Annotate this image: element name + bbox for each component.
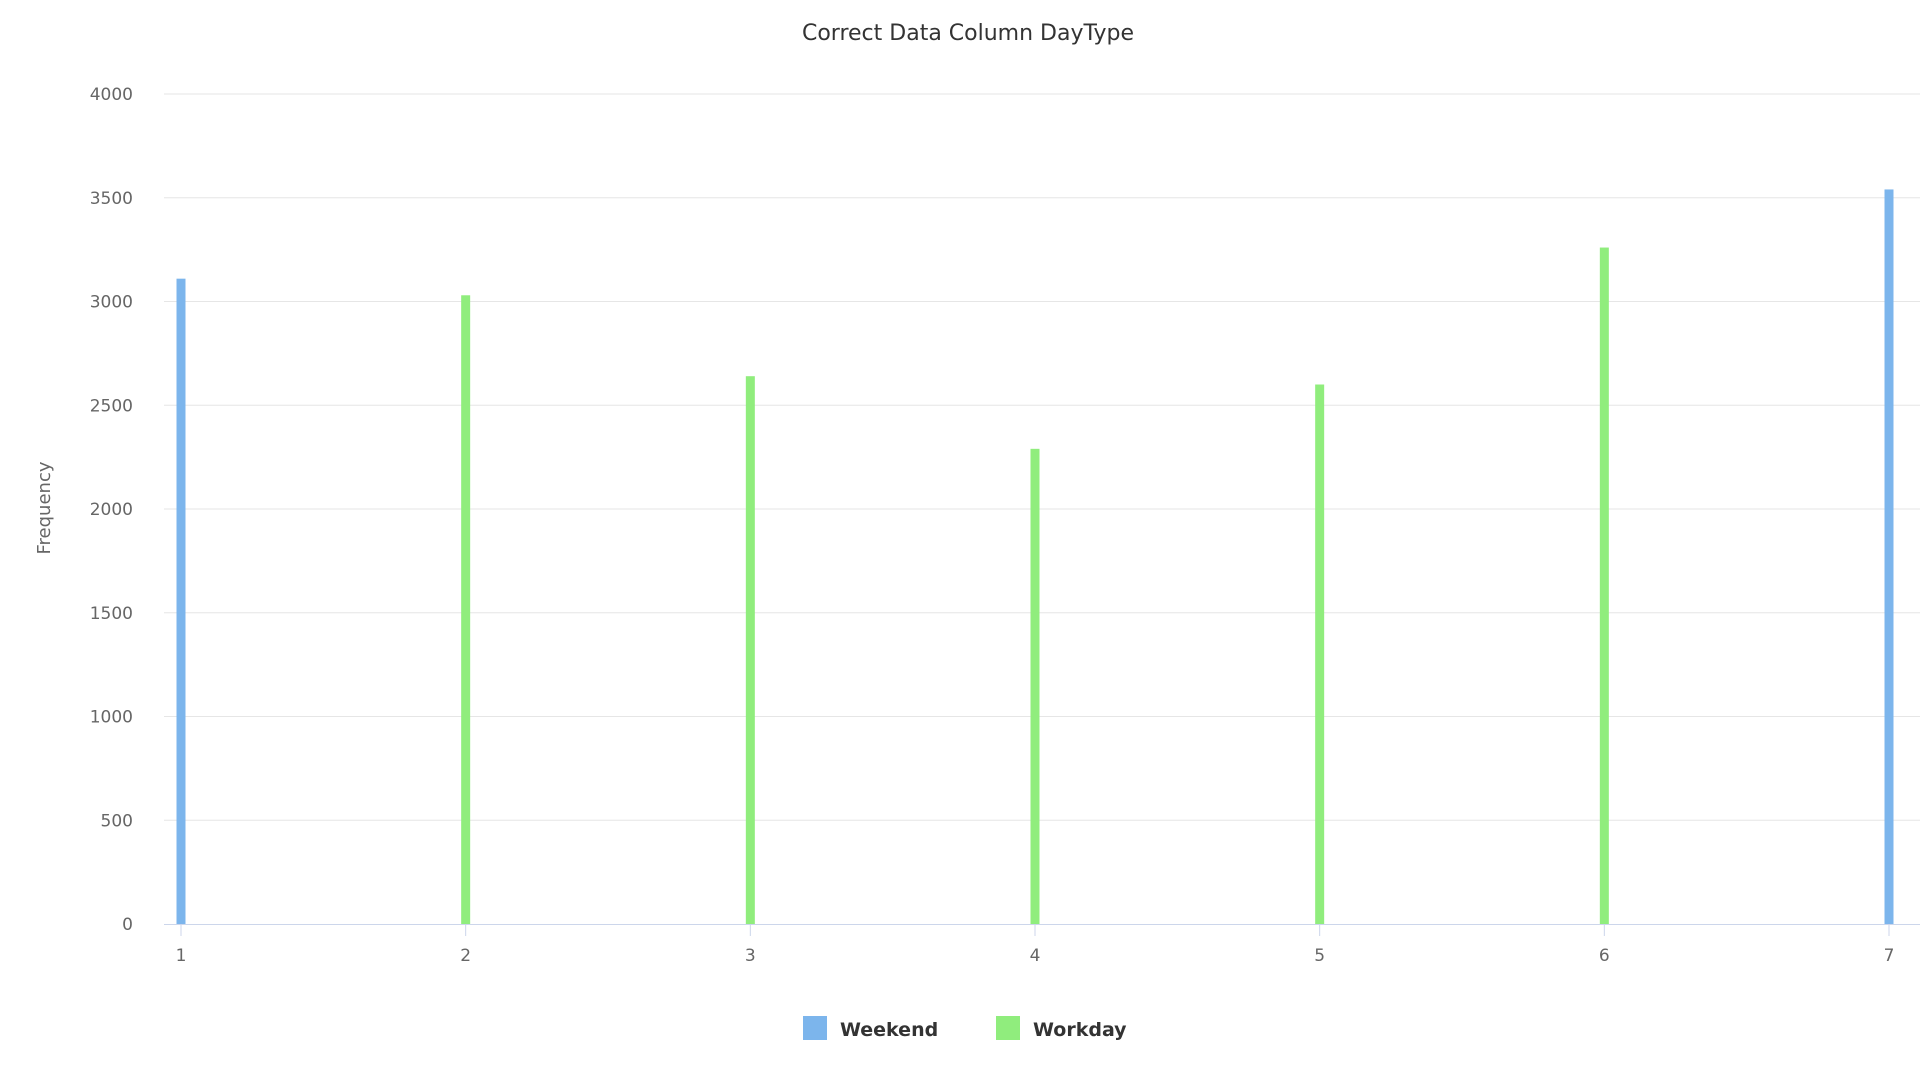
y-tick-label: 3000 (90, 293, 133, 313)
chart-title: Correct Data Column DayType (802, 21, 1134, 46)
legend-item-workday[interactable]: Workday (996, 1016, 1127, 1041)
x-tick-label: 5 (1314, 946, 1325, 966)
bar-workday-4[interactable] (1030, 448, 1040, 924)
legend-item-weekend[interactable]: Weekend (803, 1016, 938, 1041)
y-tick-label: 1000 (90, 708, 133, 728)
y-tick-label: 3500 (90, 189, 133, 209)
bar-workday-5[interactable] (1315, 384, 1325, 925)
y-tick-label: 500 (101, 811, 133, 831)
legend[interactable]: Weekend Workday (803, 1016, 1127, 1041)
bar-workday-3[interactable] (745, 376, 755, 924)
y-axis-title: Frequency (34, 461, 55, 554)
legend-label: Weekend (840, 1019, 938, 1041)
bars[interactable] (176, 189, 1894, 925)
bar-weekend-1[interactable] (176, 278, 186, 924)
y-tick-label: 4000 (90, 85, 133, 105)
x-tick-label: 7 (1884, 946, 1895, 966)
bar-workday-2[interactable] (461, 295, 471, 924)
y-tick-label: 2000 (90, 500, 133, 520)
y-tick-label: 1500 (90, 604, 133, 624)
legend-label: Workday (1033, 1019, 1127, 1041)
legend-swatch (803, 1016, 827, 1040)
bar-workday-6[interactable] (1599, 247, 1609, 925)
y-tick-label: 0 (122, 915, 133, 935)
bar-weekend-7[interactable] (1884, 189, 1894, 924)
x-tick-label: 4 (1030, 946, 1041, 966)
x-tick-label: 1 (176, 946, 187, 966)
x-axis-ticks: 1 2 3 4 5 6 7 (176, 924, 1895, 966)
grid (164, 93, 1920, 821)
x-tick-label: 6 (1599, 946, 1610, 966)
legend-swatch (996, 1016, 1020, 1040)
x-tick-label: 2 (460, 946, 471, 966)
y-tick-label: 2500 (90, 396, 133, 416)
y-axis-ticks: 0 500 1000 1500 2000 2500 3000 3500 4000 (90, 85, 133, 935)
x-tick-label: 3 (745, 946, 756, 966)
